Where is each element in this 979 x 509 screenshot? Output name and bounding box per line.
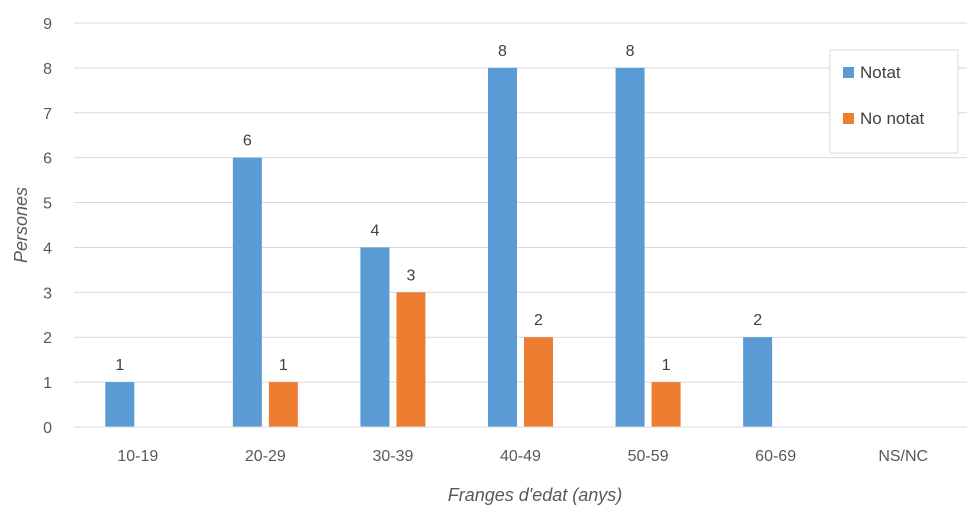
bar [524,337,553,427]
data-label: 4 [370,222,379,239]
y-tick-label: 5 [43,196,52,213]
legend: Notat No notat [829,49,959,154]
bars [105,67,773,427]
data-label: 8 [626,43,635,60]
gridlines [74,22,967,383]
legend-label-no-notat: No notat [860,109,925,128]
x-tick-label: 30-39 [372,448,413,465]
data-label: 6 [243,133,252,150]
legend-swatch-no-notat [843,113,854,124]
bar [105,382,135,427]
bar [268,382,298,427]
bar [360,247,390,427]
y-tick-label: 3 [43,285,52,302]
bar [651,382,681,427]
data-label: 2 [534,312,543,329]
data-labels: 1 6 4 8 8 2 1 3 2 1 [115,43,762,374]
x-tick-label: NS/NC [878,448,928,465]
y-tick-label: 9 [43,16,52,33]
y-tick-label: 0 [43,420,52,437]
x-tick-label: 60-69 [755,448,796,465]
x-tick-label: 10-19 [117,448,158,465]
y-tick-label: 6 [43,151,52,168]
data-label: 3 [406,267,415,284]
data-label: 1 [279,357,288,374]
y-axis-title: Persones [11,187,31,263]
bar [743,337,773,427]
y-axis-ticks: 0 1 2 3 4 5 6 7 8 9 [43,16,52,437]
y-tick-label: 7 [43,106,52,123]
data-label: 1 [115,357,124,374]
bar [396,292,426,427]
y-tick-label: 2 [43,330,52,347]
data-label: 8 [498,43,507,60]
bar [232,157,262,427]
x-tick-label: 40-49 [500,448,541,465]
y-tick-label: 4 [43,240,52,257]
x-tick-label: 50-59 [628,448,669,465]
bar [488,67,517,427]
bar [615,67,645,427]
y-tick-label: 1 [43,375,52,392]
legend-label-notat: Notat [860,63,901,82]
x-tick-label: 20-29 [245,448,286,465]
data-label: 2 [753,312,762,329]
y-tick-label: 8 [43,61,52,78]
legend-swatch-notat [843,67,854,78]
data-label: 1 [662,357,671,374]
x-axis-title: Franges d'edat (anys) [448,485,623,505]
x-axis-ticks: 10-19 20-29 30-39 40-49 50-59 60-69 NS/NC [117,448,928,465]
